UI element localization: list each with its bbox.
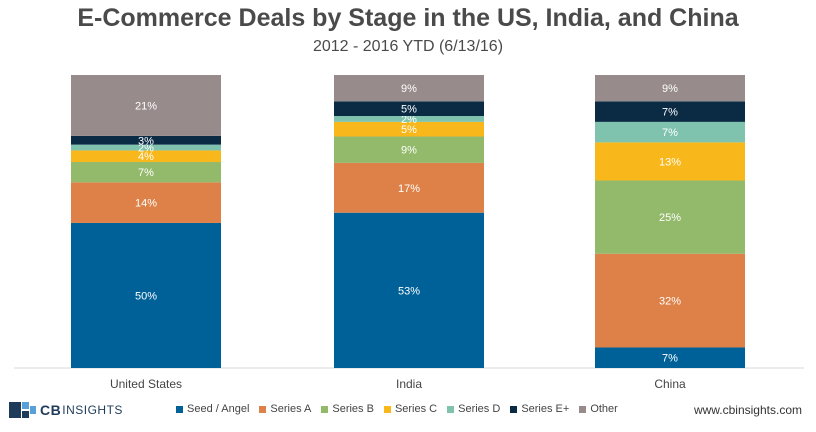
data-label-india-seed-angel: 53% [398,285,420,297]
bar-segment-united-states-other [71,75,221,136]
data-label-united-states-series-e: 3% [138,135,154,147]
legend-swatch [447,405,455,413]
chart-title: E-Commerce Deals by Stage in the US, Ind… [77,4,739,32]
bar-segment-china-seed-angel [595,347,745,368]
legend-label: Series D [458,403,501,415]
legend-item-series-e: Series E+ [510,403,569,415]
data-label-india-series-d: 2% [401,114,417,126]
bar-segment-india-seed-angel [334,212,484,368]
bar-segment-china-other [595,75,745,102]
data-label-united-states-seed-angel: 50% [135,290,157,302]
bar-segment-united-states-series-d [71,144,221,151]
data-label-china-series-a: 32% [659,296,681,308]
data-label-united-states-series-a: 14% [135,198,157,210]
legend-label: Series A [270,403,312,415]
data-label-india-series-c: 5% [401,124,417,136]
bar-segment-united-states-series-c [71,150,221,163]
legend-item-series-a: Series A [259,403,311,415]
legend-label: Seed / Angel [187,403,250,415]
chart-legend: Seed / Angel Series A Series B Series C Seri… [176,403,628,415]
data-label-united-states-series-c: 4% [138,151,154,163]
legend-item-seed-angel: Seed / Angel [176,403,249,415]
data-label-united-states-other: 21% [135,100,157,112]
bar-segment-china-series-a [595,253,745,348]
data-label-india-series-e: 5% [401,104,417,116]
x-tick-label-united-states: United States [110,377,182,391]
data-label-china-seed-angel: 7% [662,353,678,365]
legend-swatch [579,405,587,413]
bar-segment-china-series-e [595,101,745,122]
website-url: www.cbinsights.com [693,403,802,417]
bar-segment-india-series-c [334,121,484,137]
data-label-china-series-d: 7% [662,127,678,139]
bar-segment-united-states-seed-angel [71,222,221,368]
data-label-united-states-series-b: 7% [138,167,154,179]
bar-segment-united-states-series-e [71,135,221,145]
data-label-india-series-a: 17% [398,183,420,195]
bar-segment-india-series-e [334,101,484,117]
logo-cb-text: CB [40,402,62,418]
cb-insights-logo: CB INSIGHTS [9,398,123,422]
bar-segment-united-states-series-a [71,182,221,223]
bar-segment-china-series-d [595,121,745,143]
legend-item-series-d: Series D [447,403,500,415]
data-label-india-series-b: 9% [401,145,417,157]
data-label-china-series-c: 13% [659,156,681,168]
legend-item-other: Other [579,403,618,415]
x-tick-label-china: China [654,377,686,391]
legend-swatch [510,405,518,413]
legend-label: Other [590,403,618,415]
data-label-china-series-e: 7% [662,107,678,119]
bar-segment-india-series-b [334,136,484,163]
legend-swatch [383,405,391,413]
legend-swatch [259,405,267,413]
bar-segment-china-series-b [595,180,745,254]
legend-item-series-c: Series C [383,403,438,415]
x-tick-label-india: India [396,377,422,391]
legend-label: Series B [332,403,374,415]
bar-segment-china-series-c [595,142,745,181]
legend-label: Series C [394,403,438,415]
data-label-china-other: 9% [662,83,678,95]
legend-swatch [176,405,183,413]
legend-label: Series E+ [521,403,570,415]
bar-segment-india-other [334,75,484,102]
chart-subtitle: 2012 - 2016 YTD (6/13/16) [312,38,504,55]
legend-swatch [321,405,329,413]
cb-logo-icon [9,400,37,420]
data-label-united-states-series-d: 2% [138,143,154,155]
bar-segment-united-states-series-b [71,162,221,183]
data-label-china-series-b: 25% [659,212,681,224]
bar-segment-india-series-d [334,116,484,122]
legend-item-series-b: Series B [321,403,374,415]
logo-insights-text: INSIGHTS [62,403,123,417]
bar-segment-india-series-a [334,162,484,213]
data-label-india-other: 9% [401,83,417,95]
